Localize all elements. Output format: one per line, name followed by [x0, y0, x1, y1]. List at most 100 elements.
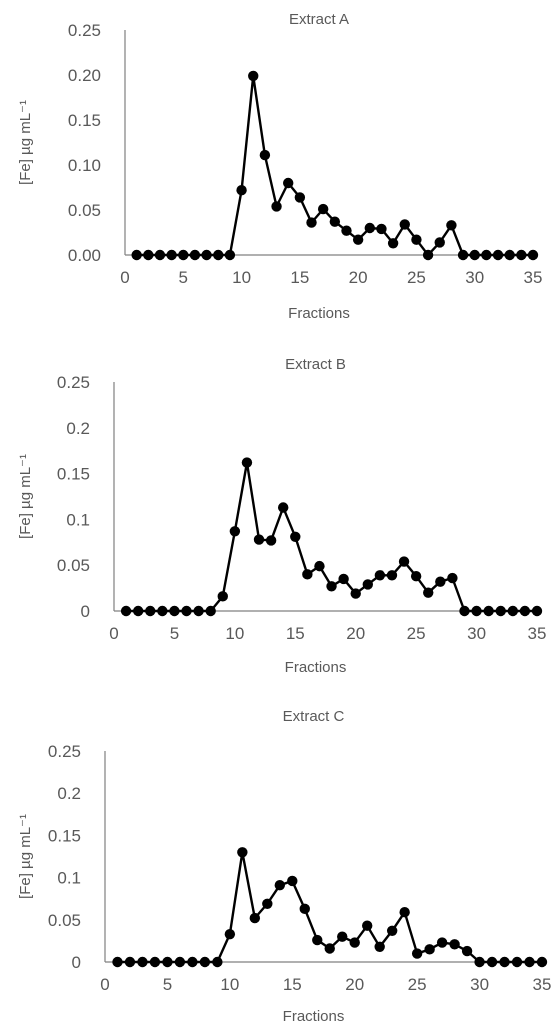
data-point	[162, 956, 173, 968]
data-point	[166, 249, 177, 261]
y-tick-label: 0.15	[57, 465, 90, 484]
data-point	[469, 249, 480, 261]
data-point	[212, 956, 223, 968]
data-point	[181, 605, 192, 617]
data-point	[410, 570, 422, 582]
data-point	[317, 203, 329, 215]
y-axis-label: [Fe] µg mL⁻¹	[17, 454, 34, 539]
y-tick-label: 0.2	[66, 419, 90, 438]
x-tick-label: 0	[109, 624, 118, 643]
chart-title: Extract C	[283, 708, 345, 725]
data-point	[399, 907, 410, 918]
data-point	[374, 941, 385, 953]
x-tick-label: 25	[408, 975, 427, 994]
data-point	[149, 956, 161, 968]
data-point	[294, 192, 306, 203]
data-point	[224, 249, 236, 261]
data-point	[387, 238, 399, 249]
data-point	[423, 587, 434, 598]
x-tick-label: 20	[346, 624, 365, 643]
x-tick-label: 15	[283, 975, 302, 994]
data-point	[205, 605, 216, 617]
data-point	[457, 249, 469, 261]
data-point	[262, 898, 273, 909]
data-point	[362, 579, 373, 590]
data-point	[248, 70, 259, 82]
y-tick-label: 0.15	[48, 826, 81, 845]
data-point	[350, 588, 361, 599]
data-point	[278, 502, 289, 513]
data-point	[362, 920, 373, 931]
data-point	[287, 875, 298, 887]
y-tick-label: 0.10	[68, 156, 101, 175]
data-point	[352, 234, 364, 245]
data-point	[324, 943, 335, 954]
data-point	[249, 912, 261, 924]
y-tick-label: 0.20	[68, 66, 101, 85]
data-point	[398, 556, 410, 567]
data-point	[145, 605, 156, 617]
y-tick-label: 0	[81, 602, 90, 621]
data-point	[237, 847, 248, 858]
chart-panel-1: Extract A 0 5 10 15 20 25 30 35 0.00 0.05 0.10 0.15 0…	[17, 11, 542, 322]
y-tick-label: 0.1	[66, 510, 90, 529]
data-point	[374, 570, 386, 581]
data-point	[527, 249, 539, 261]
data-point	[486, 956, 498, 968]
data-point	[519, 605, 531, 617]
data-point	[112, 956, 123, 968]
data-point	[435, 576, 446, 587]
y-tick-label: 0.05	[57, 556, 90, 575]
data-point	[302, 569, 313, 580]
data-point	[536, 956, 548, 968]
data-point	[434, 237, 445, 248]
x-axis-label: Fractions	[288, 305, 350, 322]
x-tick-label: 35	[528, 624, 547, 643]
data-point	[483, 605, 494, 617]
x-axis-label: Fractions	[285, 659, 347, 676]
data-point	[229, 526, 241, 537]
x-tick-label: 20	[345, 975, 364, 994]
data-point	[386, 925, 398, 936]
data-point	[338, 573, 349, 585]
x-tick-label: 10	[220, 975, 239, 994]
data-point	[120, 605, 132, 617]
data-point	[376, 223, 387, 235]
chart-panel-2: Extract B 0 5 10 15 20 25 30 35 0 0.05 0.1 0.15 0.2 0.…	[17, 356, 546, 676]
data-point	[224, 928, 236, 940]
x-tick-label: 15	[290, 268, 309, 287]
data-point	[174, 956, 186, 968]
data-point	[507, 605, 519, 617]
data-point	[516, 249, 527, 261]
data-point	[447, 572, 458, 584]
x-tick-label: 30	[470, 975, 489, 994]
data-point	[531, 605, 543, 617]
x-tick-label: 5	[179, 268, 188, 287]
x-tick-label: 10	[232, 268, 251, 287]
data-point	[299, 903, 310, 915]
x-tick-label: 10	[225, 624, 244, 643]
y-axis-label: [Fe] µg mL⁻¹	[17, 100, 34, 185]
data-point	[131, 249, 142, 261]
y-tick-label: 0.25	[48, 742, 81, 761]
data-point	[178, 249, 189, 261]
data-point	[411, 948, 423, 959]
data-point	[411, 234, 422, 245]
y-tick-label: 0.00	[68, 246, 101, 265]
x-tick-label: 25	[407, 268, 426, 287]
data-point	[511, 956, 523, 968]
data-point	[399, 219, 410, 230]
data-point	[143, 249, 154, 261]
chart-panel-3: Extract C 0 5 10 15 20 25 30 35 0 0.05 0.1 0.15 0.2 0.…	[17, 708, 551, 1023]
data-point	[349, 937, 360, 948]
x-tick-label: 0	[120, 268, 129, 287]
data-point	[189, 249, 201, 261]
data-point	[495, 605, 506, 617]
data-point	[169, 605, 180, 617]
x-tick-label: 30	[465, 268, 484, 287]
data-point	[241, 457, 253, 468]
data-point	[364, 222, 375, 234]
data-point	[132, 605, 144, 617]
x-axis-label: Fractions	[283, 1008, 345, 1023]
